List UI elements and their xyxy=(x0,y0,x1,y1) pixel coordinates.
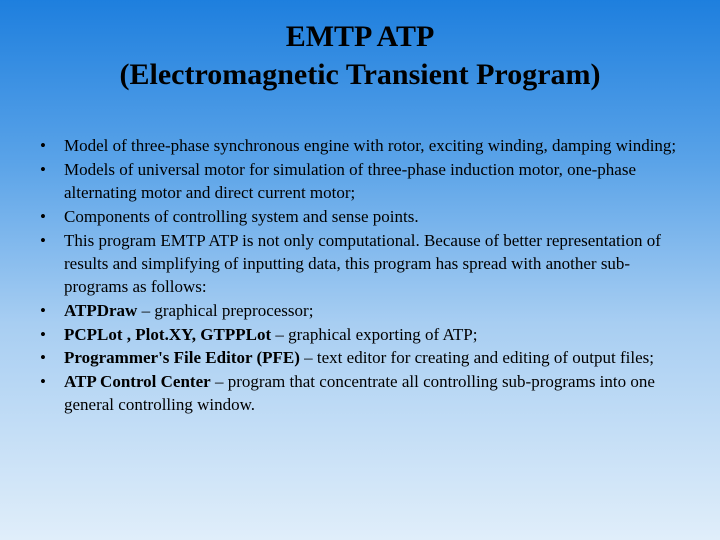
bullet-text: This program EMTP ATP is not only comput… xyxy=(64,231,661,296)
bullet-bold: ATP Control Center xyxy=(64,372,211,391)
bullet-list: Model of three-phase synchronous engine … xyxy=(36,135,684,417)
bullet-text: Model of three-phase synchronous engine … xyxy=(64,136,676,155)
bullet-text: ATP Control Center – program that concen… xyxy=(64,372,655,414)
list-item: Programmer's File Editor (PFE) – text ed… xyxy=(36,347,684,370)
bullet-bold: PCPLot , Plot.XY, GTPPLot xyxy=(64,325,271,344)
bullet-text: PCPLot , Plot.XY, GTPPLot – graphical ex… xyxy=(64,325,477,344)
title-line-2: (Electromagnetic Transient Program) xyxy=(120,58,601,91)
list-item: ATP Control Center – program that concen… xyxy=(36,371,684,417)
list-item: ATPDraw – graphical preprocessor; xyxy=(36,300,684,323)
list-item: Model of three-phase synchronous engine … xyxy=(36,135,684,158)
slide-title: EMTP ATP (Electromagnetic Transient Prog… xyxy=(36,18,684,93)
bullet-text: Components of controlling system and sen… xyxy=(64,207,419,226)
list-item: Components of controlling system and sen… xyxy=(36,206,684,229)
list-item: This program EMTP ATP is not only comput… xyxy=(36,230,684,299)
bullet-text: Programmer's File Editor (PFE) – text ed… xyxy=(64,348,654,367)
list-item: PCPLot , Plot.XY, GTPPLot – graphical ex… xyxy=(36,324,684,347)
bullet-bold: Programmer's File Editor (PFE) xyxy=(64,348,300,367)
list-item: Models of universal motor for simulation… xyxy=(36,159,684,205)
bullet-text: ATPDraw – graphical preprocessor; xyxy=(64,301,313,320)
title-line-1: EMTP ATP xyxy=(286,20,435,53)
bullet-bold: ATPDraw xyxy=(64,301,137,320)
bullet-text: Models of universal motor for simulation… xyxy=(64,160,636,202)
